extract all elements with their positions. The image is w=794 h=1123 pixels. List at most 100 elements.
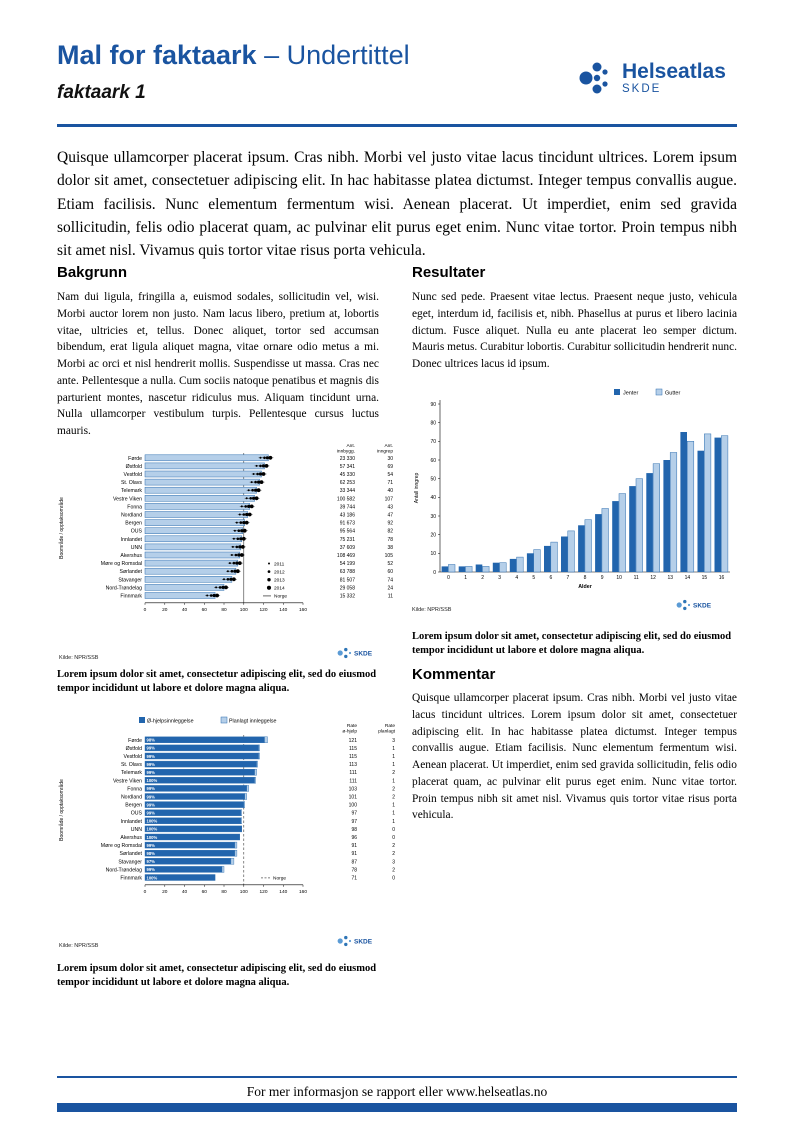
svg-text:38: 38 bbox=[387, 545, 393, 551]
svg-text:Stavanger: Stavanger bbox=[118, 859, 142, 865]
svg-text:99%: 99% bbox=[147, 843, 156, 848]
svg-text:Vestre Viken: Vestre Viken bbox=[113, 496, 142, 502]
svg-text:Rate: Rate bbox=[347, 723, 357, 729]
page-title-suffix: – Undertittel bbox=[256, 40, 410, 70]
svg-text:2: 2 bbox=[392, 867, 395, 873]
svg-text:UNN: UNN bbox=[131, 827, 142, 833]
svg-text:St. Olavs: St. Olavs bbox=[121, 762, 142, 768]
svg-text:Stavanger: Stavanger bbox=[118, 577, 142, 583]
svg-text:97: 97 bbox=[351, 811, 357, 817]
svg-text:0: 0 bbox=[433, 570, 436, 576]
page-title-main: Mal for faktaark bbox=[57, 40, 257, 70]
svg-text:98%: 98% bbox=[147, 738, 156, 743]
svg-text:99%: 99% bbox=[147, 762, 156, 767]
svg-text:1: 1 bbox=[392, 746, 395, 752]
svg-text:10: 10 bbox=[430, 551, 436, 557]
chart3-caption: Lorem ipsum dolor sit amet, consectetur … bbox=[57, 963, 377, 988]
svg-text:Bergen: Bergen bbox=[125, 803, 142, 809]
svg-text:1: 1 bbox=[392, 819, 395, 825]
svg-text:40: 40 bbox=[430, 495, 436, 501]
svg-text:1: 1 bbox=[392, 762, 395, 768]
svg-text:99%: 99% bbox=[147, 754, 156, 759]
svg-text:Nord-Trøndelag: Nord-Trøndelag bbox=[106, 867, 143, 873]
svg-text:71: 71 bbox=[351, 876, 357, 882]
svg-text:74: 74 bbox=[387, 577, 393, 583]
svg-text:121: 121 bbox=[349, 738, 358, 744]
svg-text:2: 2 bbox=[481, 575, 484, 581]
svg-text:87: 87 bbox=[351, 859, 357, 865]
svg-text:100: 100 bbox=[349, 803, 358, 809]
svg-text:92: 92 bbox=[387, 521, 393, 527]
svg-text:Telemark: Telemark bbox=[121, 488, 142, 494]
svg-text:13: 13 bbox=[668, 575, 674, 581]
svg-text:103: 103 bbox=[349, 786, 358, 792]
svg-text:63 788: 63 788 bbox=[340, 569, 356, 575]
header-divider bbox=[57, 124, 737, 127]
svg-text:16: 16 bbox=[719, 575, 725, 581]
logo-subtext: SKDE bbox=[622, 83, 662, 96]
svg-text:SKDE: SKDE bbox=[693, 603, 712, 610]
svg-text:98%: 98% bbox=[147, 851, 156, 856]
svg-text:Innlandet: Innlandet bbox=[121, 819, 143, 825]
logo-name: Helseatlas bbox=[622, 59, 726, 83]
svg-text:99%: 99% bbox=[147, 746, 156, 751]
svg-text:96: 96 bbox=[351, 835, 357, 841]
svg-text:2: 2 bbox=[392, 770, 395, 776]
helseatlas-logo: Helseatlas SKDE bbox=[578, 58, 726, 98]
svg-text:60: 60 bbox=[202, 889, 208, 895]
svg-text:54 199: 54 199 bbox=[340, 561, 356, 567]
svg-text:91: 91 bbox=[351, 843, 357, 849]
chart-inngrep-by-alder: Jenter Gutter 0 10 20 30 40 50 60 70 80 90 0 1 2 3 4 5 6 7 8… bbox=[410, 386, 740, 614]
svg-text:8: 8 bbox=[584, 575, 587, 581]
svg-text:29 058: 29 058 bbox=[340, 585, 356, 591]
svg-text:12: 12 bbox=[650, 575, 656, 581]
svg-text:2013: 2013 bbox=[274, 578, 285, 584]
svg-text:1: 1 bbox=[392, 754, 395, 760]
svg-text:99%: 99% bbox=[147, 786, 156, 791]
heading-kommentar: Kommentar bbox=[412, 666, 496, 683]
svg-text:2: 2 bbox=[392, 786, 395, 792]
svg-text:101: 101 bbox=[349, 795, 358, 801]
svg-text:62 253: 62 253 bbox=[340, 480, 356, 486]
svg-text:Finnmark: Finnmark bbox=[120, 876, 142, 882]
svg-text:75 231: 75 231 bbox=[340, 537, 356, 543]
svg-text:115: 115 bbox=[349, 754, 357, 760]
svg-text:24: 24 bbox=[387, 585, 393, 591]
svg-text:Østfold: Østfold bbox=[126, 464, 143, 470]
svg-text:Kilde: NPR/SSB: Kilde: NPR/SSB bbox=[412, 607, 452, 613]
svg-text:0: 0 bbox=[447, 575, 450, 581]
svg-text:0: 0 bbox=[144, 607, 147, 613]
footer-text: For mer informasjon se rapport eller www… bbox=[246, 1084, 548, 1099]
svg-text:14: 14 bbox=[685, 575, 691, 581]
svg-text:Jenter: Jenter bbox=[623, 390, 638, 396]
svg-text:Ø-hjelpsinnleggelse: Ø-hjelpsinnleggelse bbox=[147, 718, 194, 724]
svg-text:70: 70 bbox=[430, 439, 436, 445]
svg-text:140: 140 bbox=[279, 607, 287, 613]
paragraph-bakgrunn: Nam dui ligula, fringilla a, euismod sod… bbox=[57, 291, 379, 438]
svg-text:OUS: OUS bbox=[131, 811, 143, 817]
chart-innleggelse-stacked: Ø-hjelpsinnleggelse Planlagt innleggelse R… bbox=[57, 714, 397, 950]
svg-text:69: 69 bbox=[387, 464, 393, 470]
svg-text:140: 140 bbox=[279, 889, 287, 895]
intro-paragraph: Quisque ullamcorper placerat ipsum. Cras… bbox=[57, 149, 737, 259]
svg-text:Vestfold: Vestfold bbox=[124, 754, 143, 760]
svg-text:15: 15 bbox=[702, 575, 708, 581]
svg-text:100: 100 bbox=[240, 607, 248, 613]
svg-text:Telemark: Telemark bbox=[121, 770, 142, 776]
svg-text:105: 105 bbox=[385, 553, 394, 559]
page-title: Mal for faktaark – Undertittel bbox=[57, 40, 410, 71]
heading-resultater: Resultater bbox=[412, 264, 486, 281]
svg-text:Norge: Norge bbox=[274, 594, 287, 600]
svg-text:Antall inngrep: Antall inngrep bbox=[414, 472, 420, 503]
svg-text:39 744: 39 744 bbox=[340, 504, 356, 510]
svg-text:2: 2 bbox=[392, 843, 395, 849]
svg-text:97%: 97% bbox=[147, 859, 156, 864]
svg-text:30: 30 bbox=[387, 456, 393, 462]
svg-text:Kilde: NPR/SSB: Kilde: NPR/SSB bbox=[59, 943, 99, 949]
helseatlas-logo-icon bbox=[579, 62, 608, 94]
svg-text:Førde: Førde bbox=[128, 738, 142, 744]
svg-text:St. Olavs: St. Olavs bbox=[121, 480, 142, 486]
svg-text:2012: 2012 bbox=[274, 569, 285, 575]
svg-text:Planlagt innleggelse: Planlagt innleggelse bbox=[229, 718, 276, 724]
svg-text:Nordland: Nordland bbox=[121, 513, 142, 519]
